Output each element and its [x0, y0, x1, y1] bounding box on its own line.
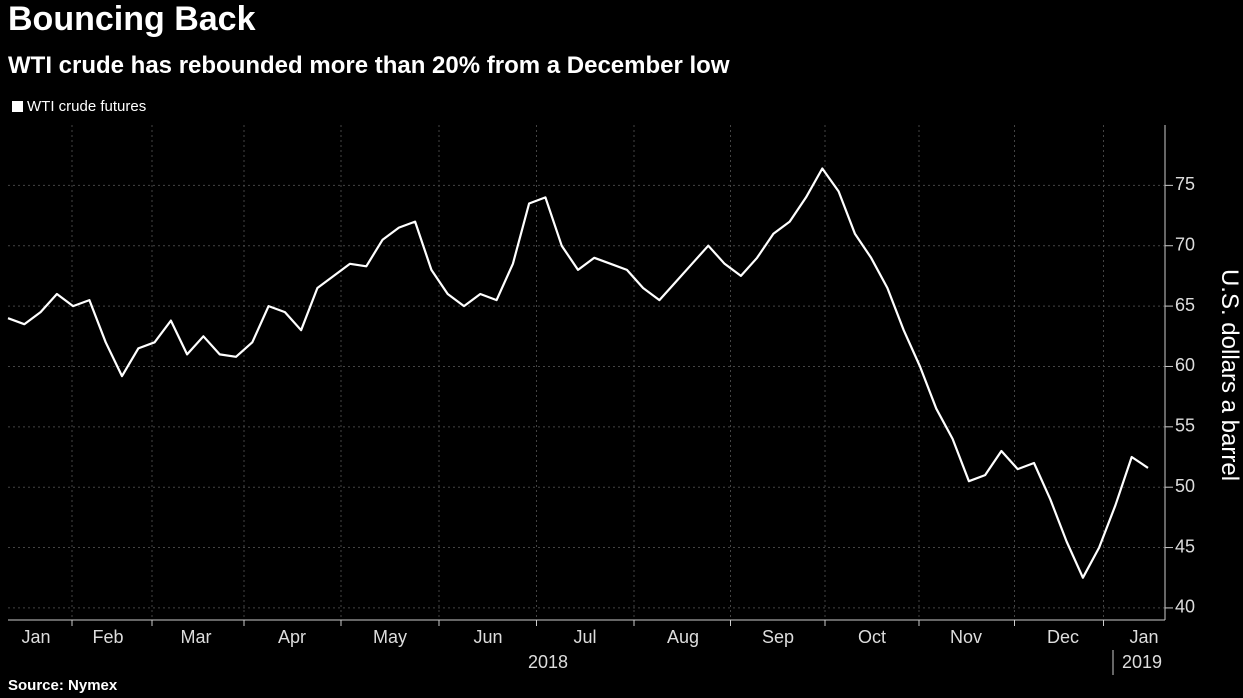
x-tick-label: Jun [473, 627, 502, 647]
x-tick-label: May [373, 627, 407, 647]
legend-label: WTI crude futures [27, 98, 146, 115]
x-tick-label: Dec [1047, 627, 1079, 647]
y-tick-label: 65 [1175, 295, 1195, 315]
year-label: 2018 [528, 652, 568, 672]
x-tick-label: Mar [181, 627, 212, 647]
x-tick-label: Feb [92, 627, 123, 647]
y-axis-label: U.S. dollars a barrel [1216, 269, 1243, 481]
chart-title: Bouncing Back [8, 0, 256, 38]
x-tick-label: Jul [573, 627, 596, 647]
x-tick-label: Aug [667, 627, 699, 647]
data-line [7, 167, 1149, 579]
year-label: 2019 [1122, 652, 1162, 672]
legend-swatch [12, 101, 23, 112]
x-tick-label: Jan [1129, 627, 1158, 647]
y-tick-label: 60 [1175, 355, 1195, 375]
y-tick-label: 55 [1175, 416, 1195, 436]
y-tick-label: 45 [1175, 536, 1195, 556]
x-tick-label: Jan [21, 627, 50, 647]
x-tick-label: Oct [858, 627, 886, 647]
y-tick-label: 40 [1175, 597, 1195, 617]
source: Source: Nymex [8, 677, 118, 694]
x-tick-label: Sep [762, 627, 794, 647]
chart-subtitle: WTI crude has rebounded more than 20% fr… [8, 52, 730, 79]
y-tick-label: 75 [1175, 174, 1195, 194]
y-tick-label: 50 [1175, 476, 1195, 496]
x-tick-label: Nov [950, 627, 982, 647]
x-tick-label: Apr [278, 627, 306, 647]
y-tick-label: 70 [1175, 234, 1195, 254]
